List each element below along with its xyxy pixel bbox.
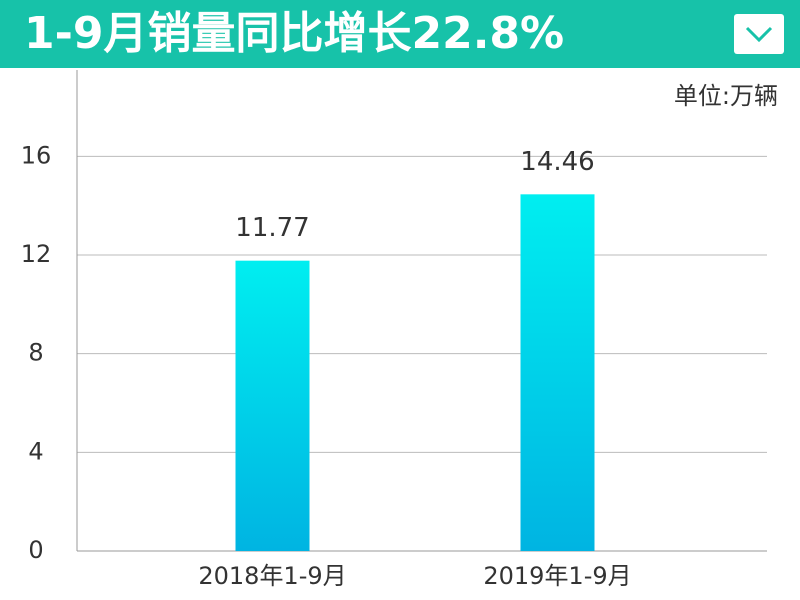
y-tick-label: 12: [21, 240, 52, 268]
unit-label: 单位:万辆: [674, 82, 778, 110]
y-tick-label: 4: [28, 437, 43, 465]
y-tick-label: 8: [28, 339, 43, 367]
bar: [235, 260, 310, 551]
dropdown-button[interactable]: [734, 14, 784, 54]
x-tick-label: 2019年1-9月: [483, 562, 631, 590]
dropdown-box[interactable]: [734, 14, 784, 54]
dropdown-icon[interactable]: [745, 26, 773, 43]
bar: [520, 194, 595, 551]
y-tick-label: 16: [21, 141, 52, 169]
value-label: 11.77: [235, 213, 309, 243]
y-tick-label: 0: [28, 536, 43, 564]
x-tick-label: 2018年1-9月: [198, 562, 346, 590]
title-banner: [0, 0, 800, 68]
chart-title: 1-9月销量同比增长22.8%: [24, 8, 564, 59]
value-label: 14.46: [520, 147, 594, 177]
